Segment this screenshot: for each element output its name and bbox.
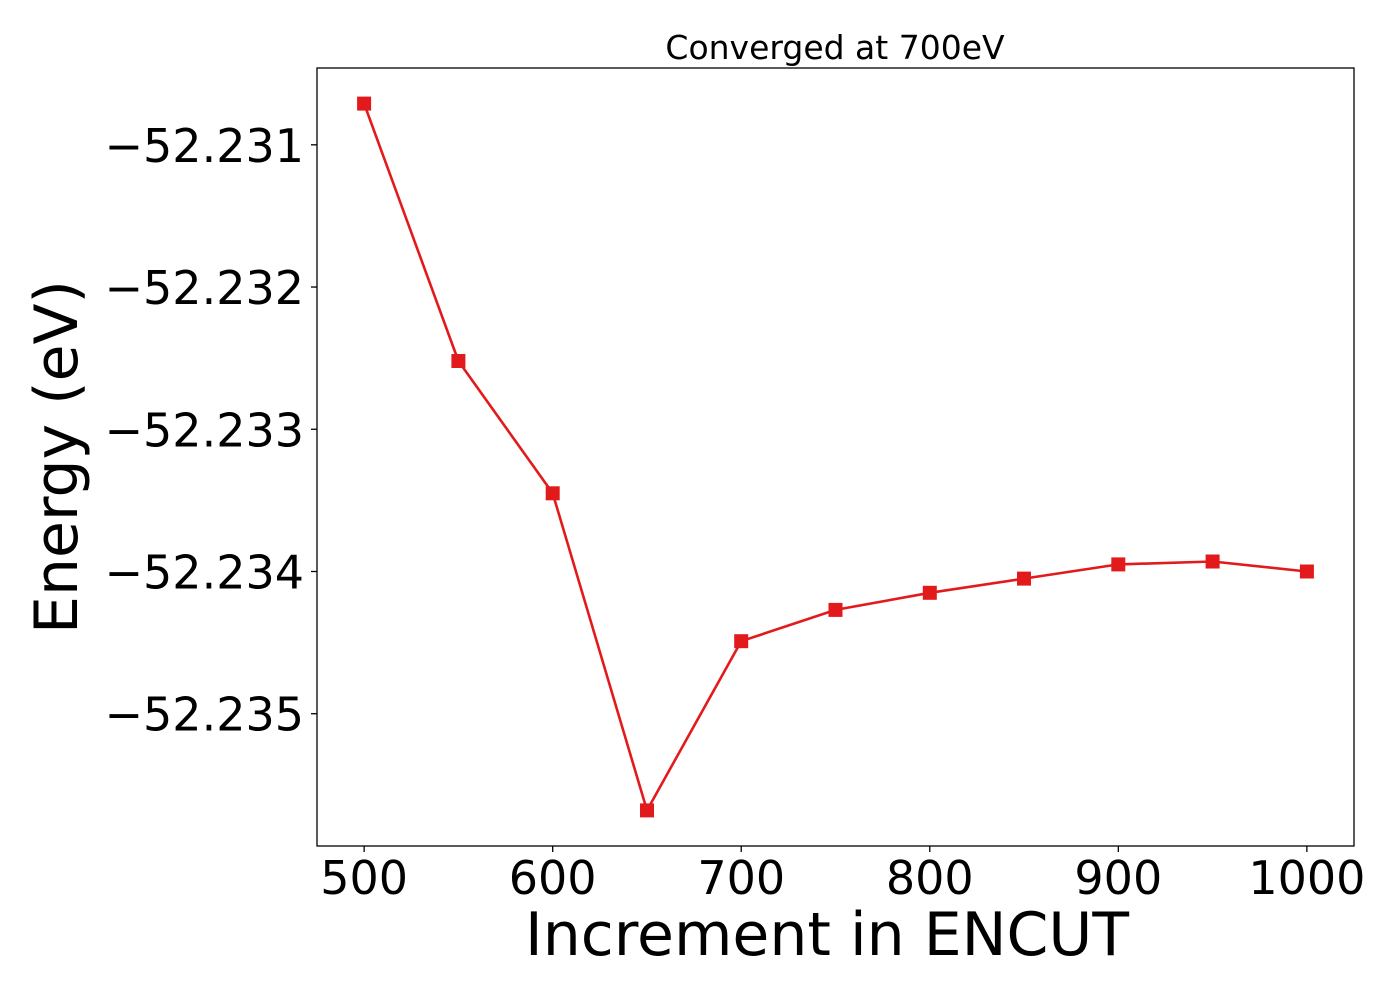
y-tick-label: −52.233 (105, 403, 305, 457)
data-point (451, 354, 466, 368)
y-tick-label: −52.231 (105, 119, 305, 173)
plot-frame (316, 67, 1355, 847)
data-point (1017, 571, 1031, 586)
data-point (545, 486, 560, 501)
chart-title: Converged at 700eV (665, 28, 1005, 67)
data-point (357, 96, 372, 111)
data-point (734, 634, 749, 649)
data-point (922, 585, 937, 600)
x-tick-label: 700 (697, 851, 785, 905)
x-tick-label: 500 (320, 851, 408, 905)
x-axis-label: Increment in ENCUT (525, 900, 1129, 970)
x-tick-label: 600 (509, 851, 597, 905)
y-tick-label: −52.232 (105, 261, 305, 315)
data-point (1299, 564, 1314, 579)
x-tick-label: 800 (886, 851, 974, 905)
x-tick-label: 900 (1074, 851, 1162, 905)
data-point (640, 803, 654, 818)
y-axis-label: Energy (eV) (22, 280, 92, 634)
plot-area (316, 67, 1355, 847)
x-tick-label: 1000 (1248, 851, 1365, 905)
data-point (828, 602, 843, 617)
data-point (1111, 557, 1126, 572)
y-axis: −52.231 −52.232 −52.233 −52.234 −52.235 (105, 119, 317, 742)
x-axis: 500 600 700 800 900 1000 (320, 846, 1365, 905)
y-tick-label: −52.235 (105, 688, 305, 742)
y-tick-label: −52.234 (105, 545, 305, 599)
data-point (1205, 554, 1220, 569)
